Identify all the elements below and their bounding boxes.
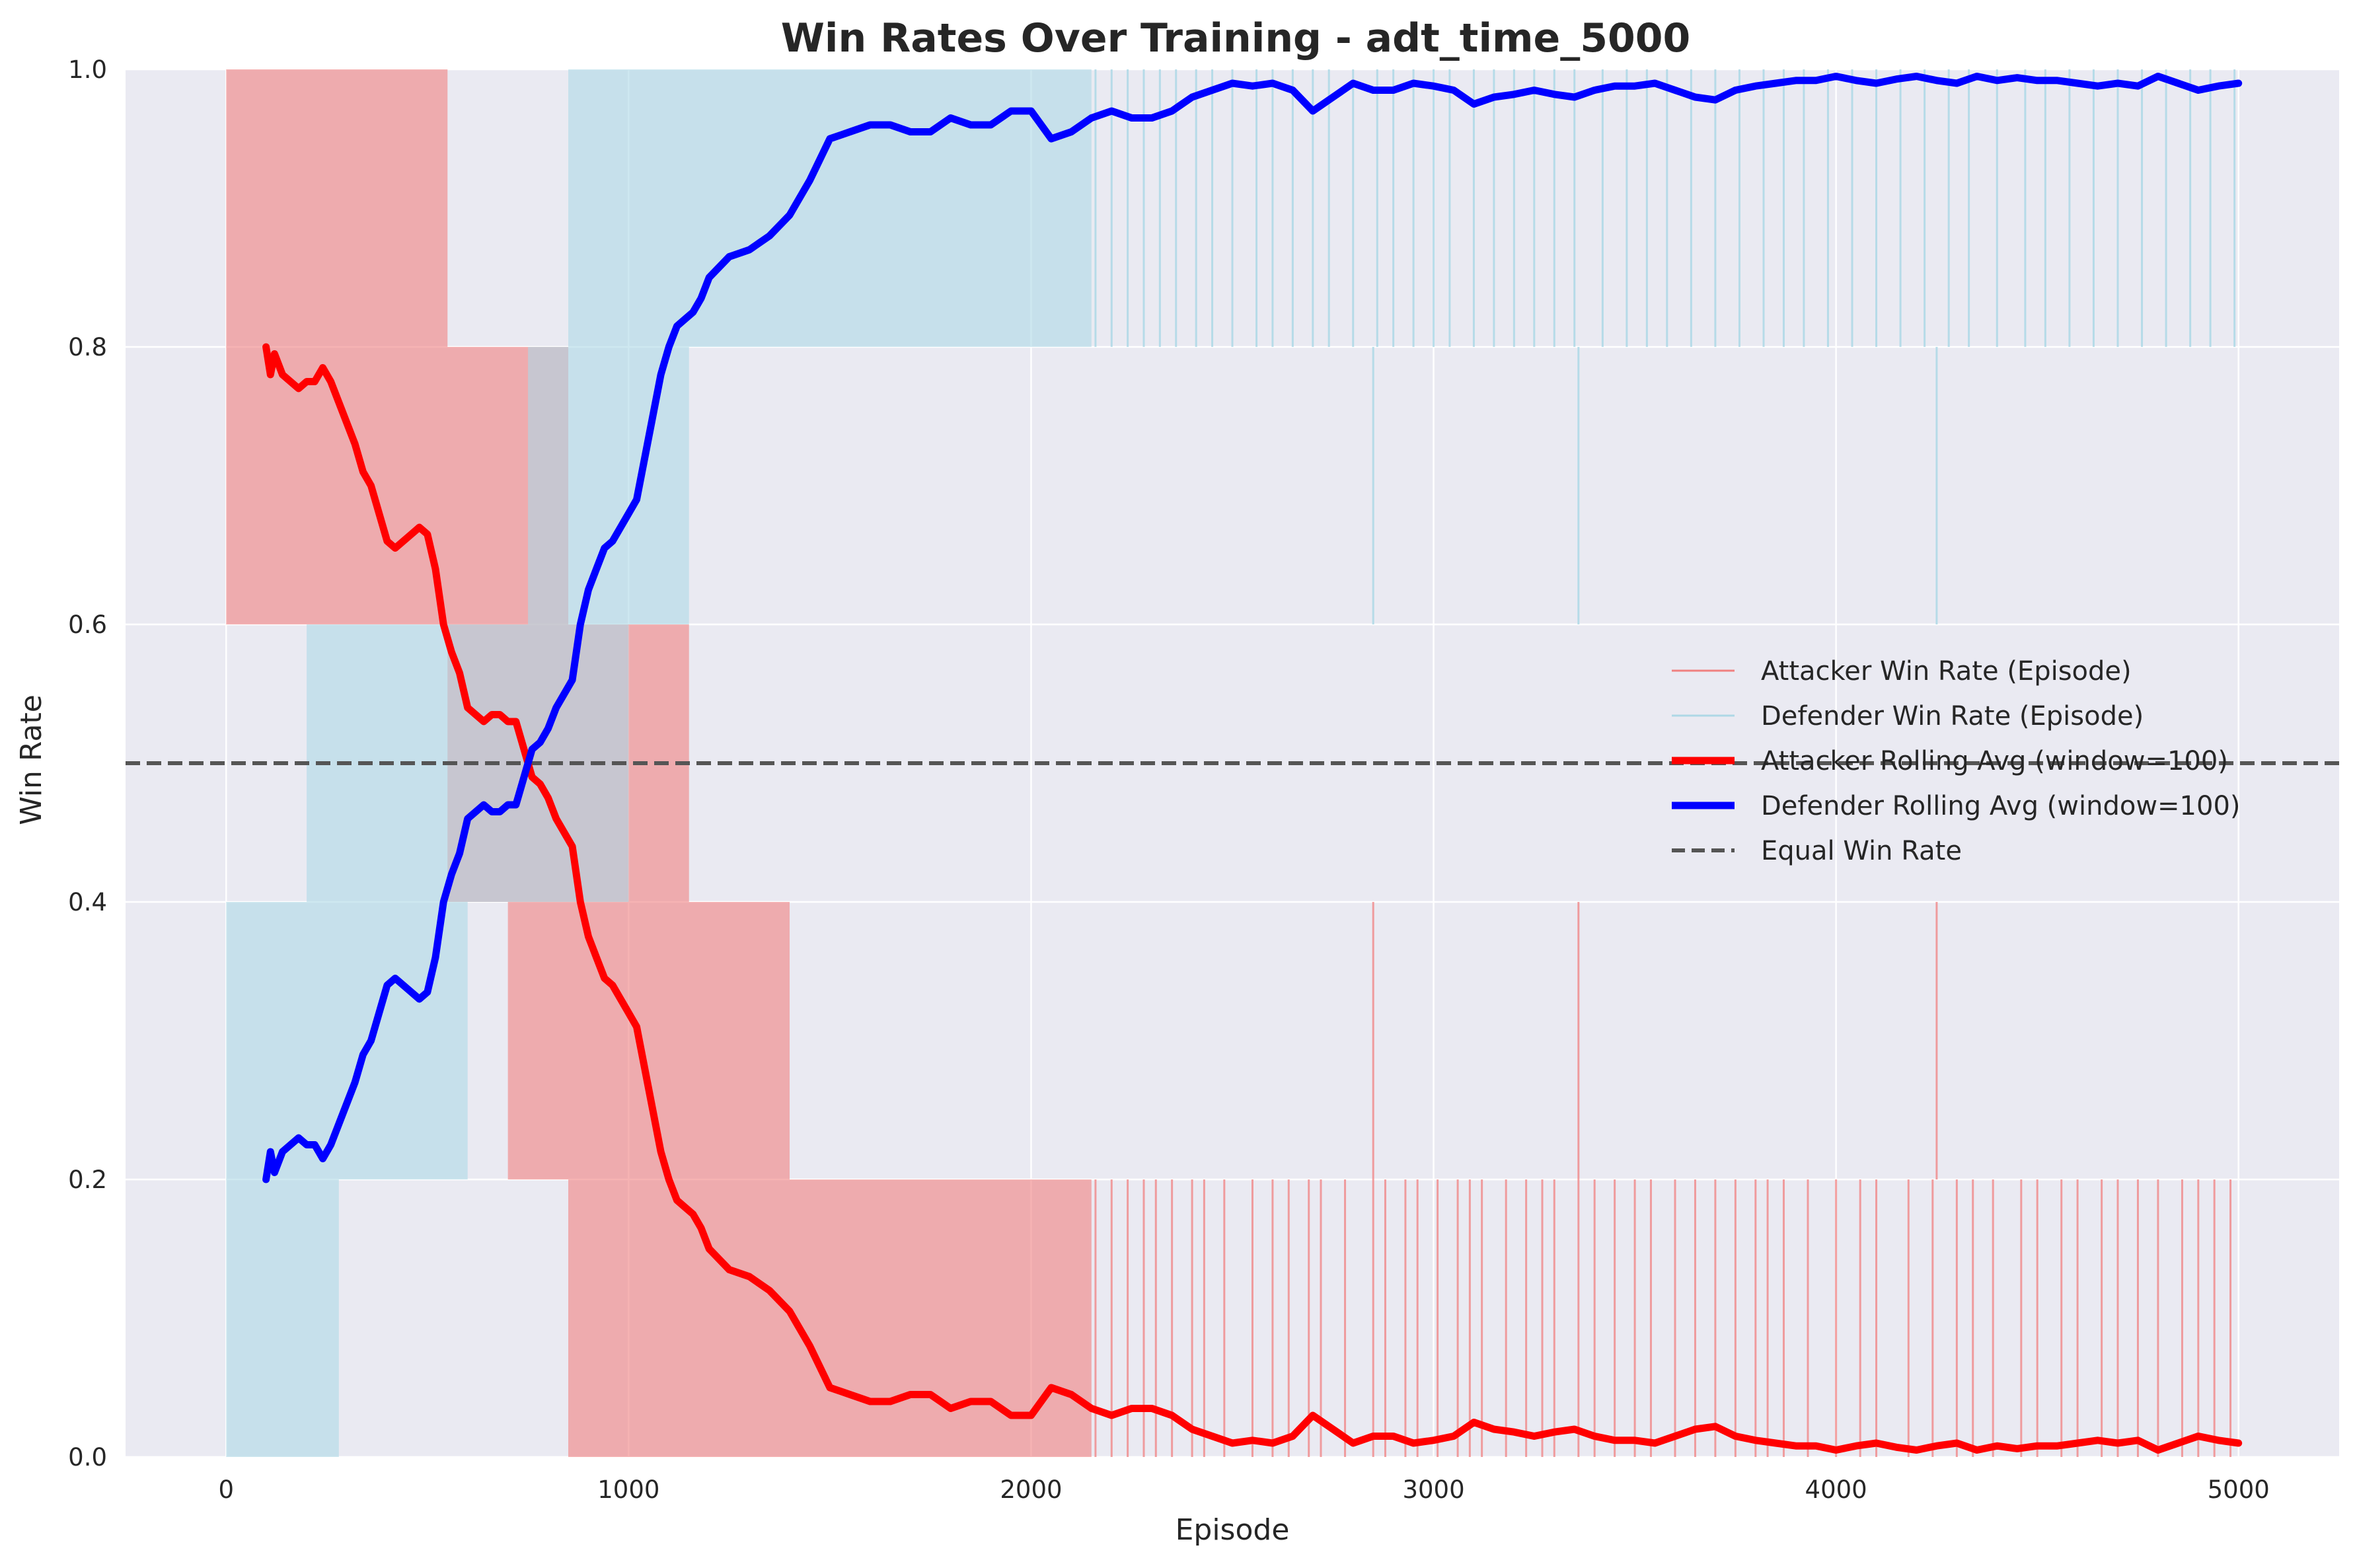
y-axis-label: Win Rate [15,694,48,825]
defender-episode-band [528,347,689,624]
attacker-episode-band [226,347,569,624]
y-tick-label: 0.2 [68,1166,107,1194]
legend-label: Attacker Rolling Avg (window=100) [1761,746,2228,776]
chart-title: Win Rates Over Training - adt_time_5000 [781,15,1690,61]
x-axis-label: Episode [1176,1513,1290,1547]
defender-rolling-avg-line [262,73,2243,1183]
x-tick-label: 0 [218,1475,234,1504]
legend-label: Attacker Win Rate (Episode) [1761,656,2132,687]
defender-episode-band [226,902,468,1179]
attacker-episode-band [226,69,448,347]
legend: Attacker Win Rate (Episode) Defender Win … [1672,656,2241,866]
defender-episode-band [226,1179,339,1457]
y-tick-label: 0.6 [68,611,107,639]
y-tick-label: 1.0 [68,56,107,84]
attacker-episode-band [507,902,790,1179]
legend-label: Defender Rolling Avg (window=100) [1761,791,2241,821]
y-tick-label: 0.4 [68,888,107,916]
legend-label: Equal Win Rate [1761,836,1962,866]
x-tick-label: 1000 [597,1475,659,1504]
legend-label: Defender Win Rate (Episode) [1761,701,2144,731]
x-tick-label: 4000 [1805,1475,1867,1504]
attacker-rolling-avg-line [262,343,2243,1454]
y-tick-label: 0.0 [68,1443,107,1472]
x-tick-label: 3000 [1402,1475,1464,1504]
x-tick-label: 2000 [1000,1475,1062,1504]
y-tick-label: 0.8 [68,333,107,361]
x-tick-label: 5000 [2208,1475,2270,1504]
